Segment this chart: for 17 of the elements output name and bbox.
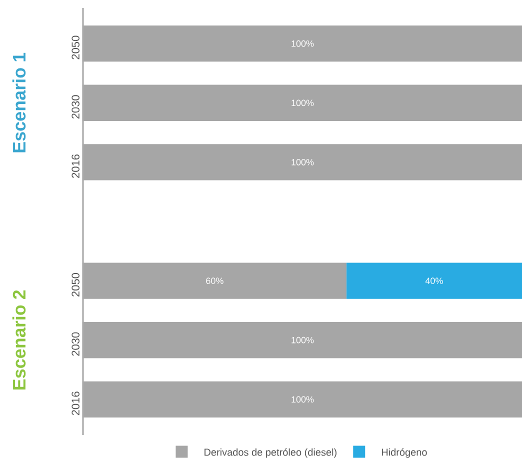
legend-label: Hidrógeno bbox=[382, 448, 427, 458]
y-tick-label: 2016 bbox=[72, 392, 80, 416]
data-label: 100% bbox=[292, 159, 314, 166]
text: Escenario 1 bbox=[12, 52, 26, 152]
data-label: 40% bbox=[425, 278, 443, 284]
y-tick-label: 2050 bbox=[72, 273, 80, 296]
y-tick-label: 2016 bbox=[72, 154, 80, 178]
data-label: 100% bbox=[292, 100, 314, 106]
y-tick-label: 2030 bbox=[72, 95, 80, 119]
legend-label: Derivados de petróleo (diesel) bbox=[204, 448, 336, 458]
text: Escenario 2 bbox=[12, 290, 26, 390]
y-tick-label: 2050 bbox=[72, 36, 80, 60]
y-tick-label: 2030 bbox=[72, 332, 80, 356]
data-label: 60% bbox=[206, 278, 224, 284]
data-label: 100% bbox=[292, 336, 314, 344]
data-label: 100% bbox=[292, 396, 314, 403]
data-label: 100% bbox=[292, 40, 314, 47]
